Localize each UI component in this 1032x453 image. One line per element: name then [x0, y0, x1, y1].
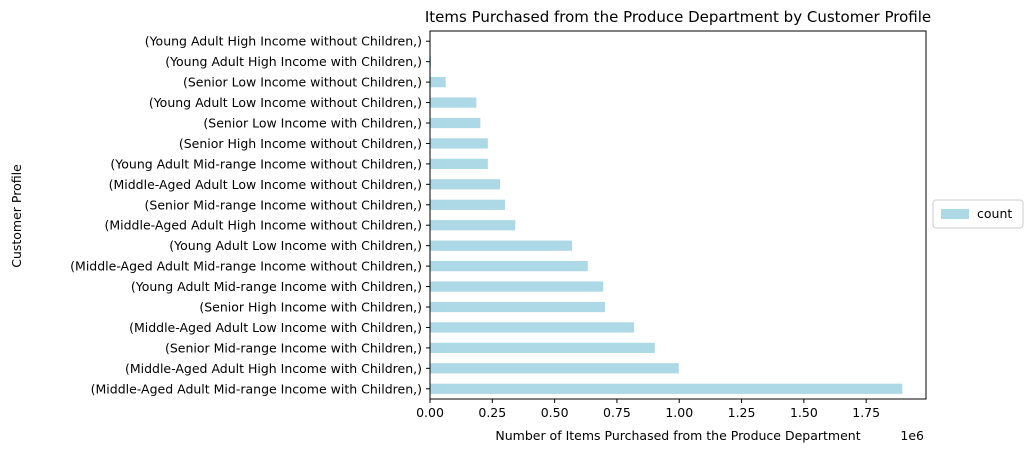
- x-tick-label: 1.50: [790, 405, 818, 420]
- y-tick-label: (Middle-Aged Adult Low Income without Ch…: [109, 177, 422, 192]
- x-tick-label: 1.75: [852, 405, 880, 420]
- y-tick-label: (Middle-Aged Adult High Income without C…: [104, 218, 422, 233]
- y-tick-label: (Young Adult Low Income without Children…: [149, 95, 422, 110]
- bar: [430, 383, 903, 394]
- x-tick-label: 1.00: [665, 405, 693, 420]
- bar: [430, 77, 446, 88]
- x-tick-label: 0.50: [541, 405, 569, 420]
- bar: [430, 281, 604, 292]
- legend: count: [932, 199, 1024, 229]
- plot-area: (Middle-Aged Adult Mid-range Income with…: [70, 34, 903, 420]
- legend-box: [932, 199, 1024, 229]
- bar: [430, 240, 573, 251]
- y-tick-label: (Senior High Income without Children,): [179, 136, 422, 151]
- x-tick-label: 1.25: [728, 405, 756, 420]
- bar: [430, 363, 679, 374]
- bar: [430, 301, 605, 313]
- x-axis-label: Number of Items Purchased from the Produ…: [495, 428, 860, 443]
- y-tick-label: (Young Adult Mid-range Income with Child…: [131, 279, 422, 294]
- bar: [430, 220, 516, 231]
- bar: [430, 158, 488, 169]
- bar: [430, 97, 477, 108]
- y-tick-label: (Middle-Aged Adult High Income with Chil…: [125, 361, 422, 376]
- x-tick-label: 0.00: [416, 405, 444, 420]
- y-tick-label: (Young Adult High Income with Children,): [165, 54, 422, 69]
- y-tick-label: (Young Adult Low Income with Children,): [169, 238, 422, 253]
- bar: [430, 179, 501, 190]
- y-tick-label: (Young Adult Mid-range Income without Ch…: [110, 156, 422, 171]
- x-tick-label: 0.25: [478, 405, 506, 420]
- bar: [430, 117, 481, 129]
- y-tick-label: (Senior Low Income without Children,): [183, 75, 422, 90]
- bar: [430, 342, 655, 353]
- x-axis-offset-label: 1e6: [900, 428, 924, 443]
- y-tick-label: (Middle-Aged Adult Mid-range Income with…: [70, 259, 422, 274]
- y-tick-label: (Middle-Aged Adult Low Income with Child…: [129, 320, 422, 335]
- y-tick-label: (Young Adult High Income without Childre…: [145, 34, 422, 49]
- y-tick-label: (Senior High Income with Children,): [199, 300, 422, 315]
- plot-frame: [429, 30, 927, 400]
- x-tick-label: 0.75: [603, 405, 631, 420]
- y-tick-label: (Senior Low Income with Children,): [203, 116, 422, 131]
- bar: [430, 322, 635, 333]
- bar: [430, 261, 588, 272]
- y-tick-label: (Senior Mid-range Income with Children,): [165, 340, 422, 355]
- bar: [430, 138, 488, 149]
- chart-title: Items Purchased from the Produce Departm…: [425, 8, 931, 26]
- legend-swatch: [941, 209, 969, 219]
- bar: [430, 199, 506, 210]
- legend-label: count: [977, 206, 1012, 221]
- y-axis-label: Customer Profile: [9, 164, 24, 268]
- y-tick-label: (Middle-Aged Adult Mid-range Income with…: [91, 381, 422, 396]
- y-tick-label: (Senior Mid-range Income without Childre…: [145, 197, 422, 212]
